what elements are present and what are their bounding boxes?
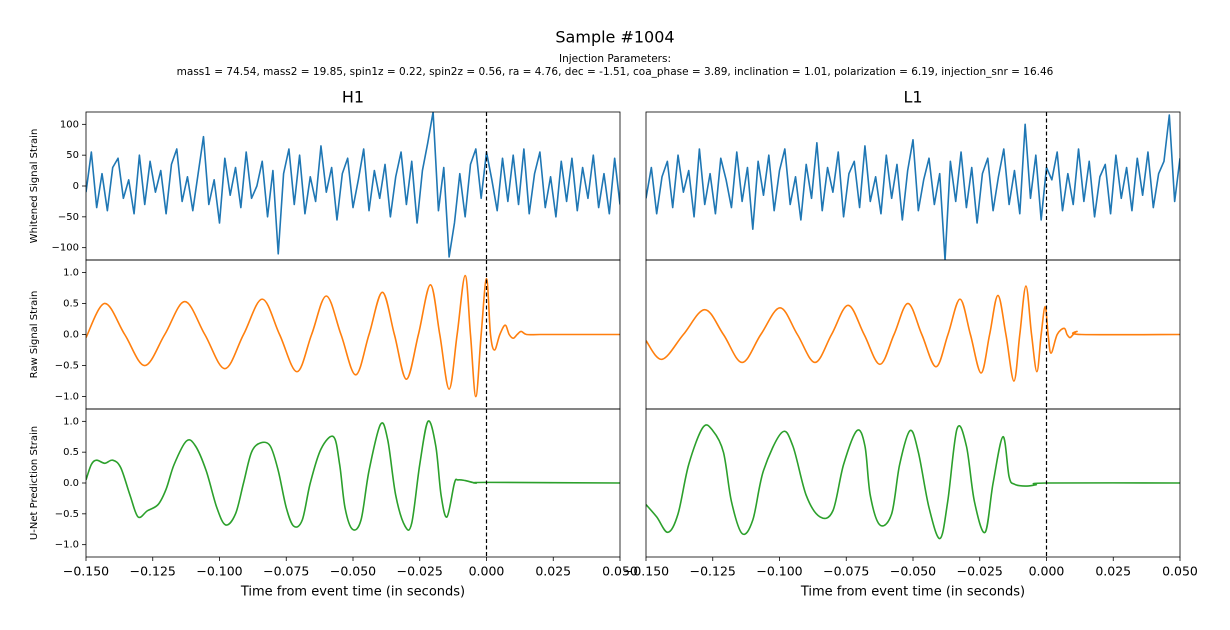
x-tick-label: −0.100 [756,564,802,579]
signal-line [646,424,1180,540]
x-tick-label: 0.000 [469,564,505,579]
y-tick-label: 1.0 [63,416,79,427]
y-tick-label: −100 [52,243,79,254]
x-axis-label: Time from event time (in seconds) [240,585,465,600]
signal-line [86,112,620,258]
y-tick-label: 0.5 [63,298,79,309]
y-tick-label: 50 [66,150,79,161]
figure-parameters: mass1 = 74.54, mass2 = 19.85, spin1z = 0… [177,66,1054,78]
y-tick-label: 0.0 [63,478,79,489]
y-tick-label: −50 [58,212,79,223]
x-tick-label: 0.025 [535,564,571,579]
y-tick-label: 1.0 [63,267,79,278]
signal-line [646,114,1180,260]
signal-line [86,420,620,532]
x-tick-label: 0.050 [1162,564,1198,579]
axes-frame [85,408,621,558]
x-tick-label: −0.025 [957,564,1003,579]
figure-title: Sample #1004 [555,28,674,47]
axes-title: L1 [903,88,922,107]
x-tick-label: −0.075 [823,564,869,579]
axes-title: H1 [342,88,364,107]
y-axis-label: Raw Signal Strain [29,291,40,379]
y-axis-label: U-Net Prediction Strain [29,426,40,540]
axes-frame [645,408,1181,558]
signal-line [86,274,620,398]
y-tick-label: 0 [73,181,79,192]
y-tick-label: −0.5 [55,509,79,520]
x-tick-label: −0.150 [63,564,109,579]
x-tick-label: −0.125 [690,564,736,579]
y-tick-label: 100 [60,119,79,130]
x-tick-label: 0.000 [1029,564,1065,579]
x-tick-label: −0.050 [330,564,376,579]
signal-line [646,285,1180,382]
x-tick-label: −0.100 [196,564,242,579]
y-tick-label: −1.0 [55,540,79,551]
x-tick-label: −0.050 [890,564,936,579]
y-tick-label: 0.0 [63,330,79,341]
y-tick-label: 0.5 [63,447,79,458]
x-tick-label: 0.025 [1095,564,1131,579]
x-tick-label: −0.125 [130,564,176,579]
x-axis-label: Time from event time (in seconds) [800,585,1025,600]
figure-subtitle: Injection Parameters: [559,53,671,65]
x-tick-label: 0.050 [602,564,638,579]
x-tick-label: −0.075 [263,564,309,579]
y-axis-label: Whitened Signal Strain [29,129,40,244]
y-tick-label: −1.0 [55,392,79,403]
x-tick-label: −0.150 [623,564,669,579]
y-tick-label: −0.5 [55,361,79,372]
x-tick-label: −0.025 [397,564,443,579]
